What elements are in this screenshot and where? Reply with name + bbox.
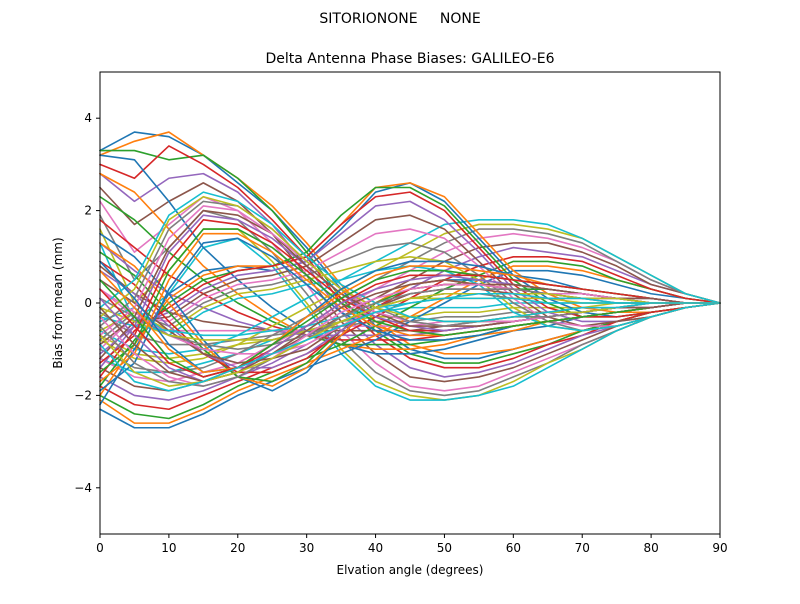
chart-title: Delta Antenna Phase Biases: GALILEO-E6: [265, 51, 554, 67]
x-tick-label: 70: [575, 541, 590, 555]
x-axis: 0 10 20 30 40 50 60 70 80 90: [96, 534, 728, 555]
x-tick-label: 50: [437, 541, 452, 555]
x-tick-label: 80: [643, 541, 658, 555]
y-tick-label: −4: [74, 481, 92, 495]
x-tick-label: 20: [230, 541, 245, 555]
series-line-70: [99, 292, 721, 392]
series-line-64: [99, 274, 721, 378]
series-line-23: [99, 260, 721, 420]
x-axis-label: Elvation angle (degrees): [337, 563, 484, 577]
x-tick-label: 10: [161, 541, 176, 555]
y-axis-label: Bias from mean (mm): [51, 237, 65, 368]
y-tick-label: −2: [74, 388, 92, 402]
x-tick-label: 30: [299, 541, 314, 555]
x-tick-label: 90: [712, 541, 727, 555]
y-tick-label: 2: [84, 204, 92, 218]
x-tick-label: 60: [506, 541, 521, 555]
series-line-60: [99, 191, 721, 323]
y-tick-label: 0: [84, 296, 92, 310]
y-axis: −4 −2 0 2 4: [74, 111, 100, 495]
y-tick-label: 4: [84, 111, 92, 125]
figure-suptitle: SITORIONONE NONE: [319, 11, 480, 27]
x-tick-label: 0: [96, 541, 104, 555]
x-tick-label: 40: [368, 541, 383, 555]
series-line-36: [99, 214, 721, 360]
series-line-34: [99, 191, 721, 378]
series-layer: [99, 131, 721, 429]
